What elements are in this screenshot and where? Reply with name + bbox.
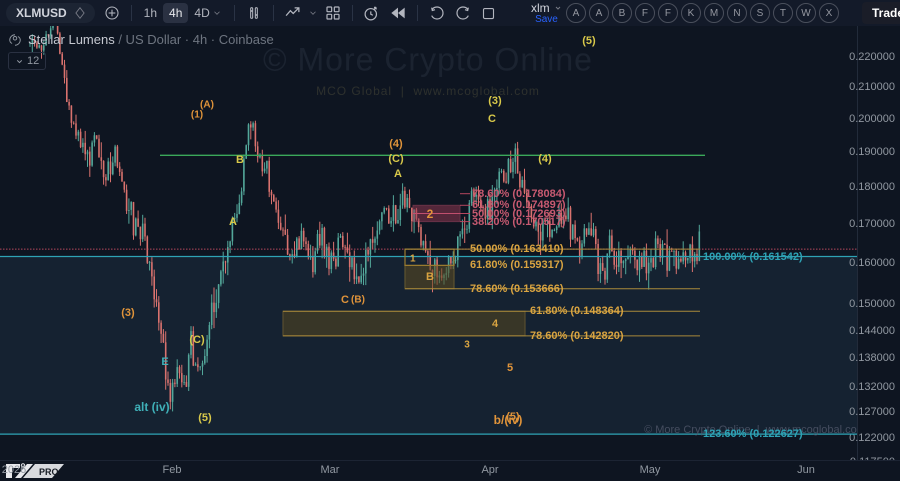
- svg-text:PRO: PRO: [39, 467, 59, 477]
